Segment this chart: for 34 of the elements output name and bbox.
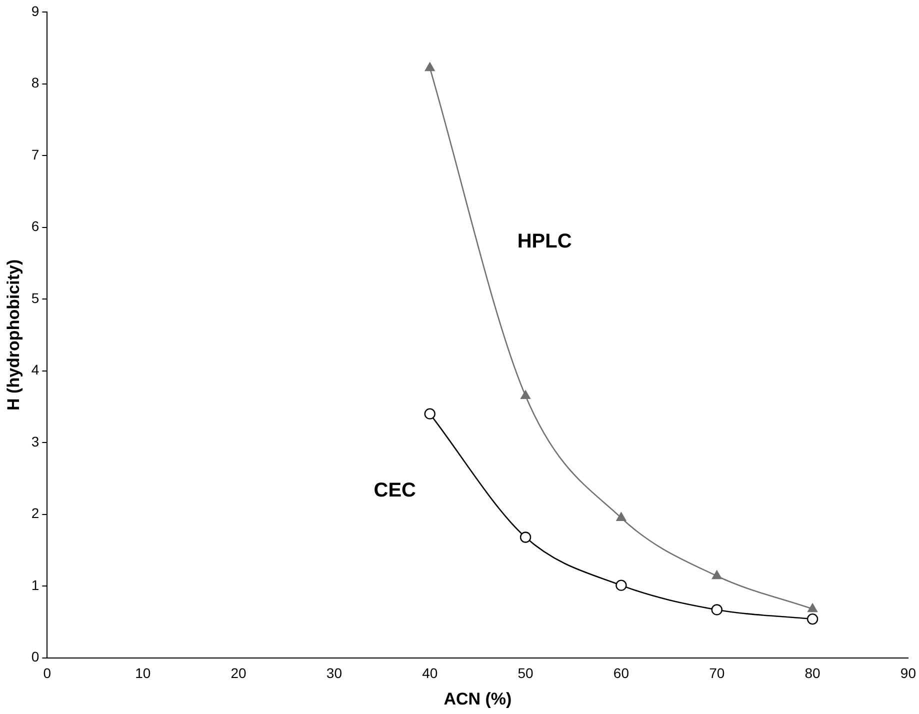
x-tick-label: 60 [613,665,630,682]
y-tick-label: 6 [31,218,40,234]
x-tick-label: 0 [43,665,52,682]
x-tick-label: 80 [804,665,821,682]
y-tick-label: 2 [31,505,40,522]
point [424,62,435,72]
y-tick-label: 7 [31,146,40,162]
point [806,613,818,625]
x-tick-label: 20 [230,665,247,682]
point [424,408,436,420]
y-axis-title: H (hydrophobicity) [4,259,23,410]
point [711,604,722,616]
x-axis-title: ACN (%) [444,689,512,708]
point [616,512,626,521]
x-tick-label: 40 [422,665,438,682]
y-tick-label: 9 [31,2,40,19]
y-tick-label: 1 [31,576,40,593]
x-tick-label: 50 [518,665,534,682]
x-tick-label: 10 [135,665,151,682]
x-tick-label: 30 [326,665,342,682]
series-label: HPLC [517,230,572,252]
x-tick-label: 70 [709,665,725,682]
point [712,570,722,580]
x-tick-label: 90 [900,665,916,682]
point [520,390,530,399]
point [616,580,627,591]
point [808,603,818,612]
y-tick-label: 4 [31,362,40,378]
point [520,532,532,543]
text: CEC [374,479,416,502]
y-tick-label: 3 [31,433,40,450]
y-tick-label: 5 [31,290,40,306]
y-tick-label: 0 [31,648,40,665]
y-tick-label: 8 [31,74,40,91]
